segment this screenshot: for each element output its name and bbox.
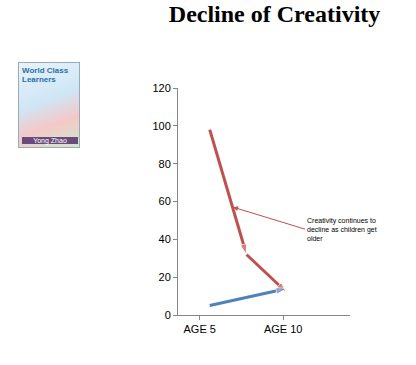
svg-text:80: 80 (159, 158, 171, 170)
svg-text:40: 40 (159, 233, 171, 245)
svg-text:Decline of Creativity: Decline of Creativity (169, 1, 381, 27)
svg-text:AGE 5: AGE 5 (184, 323, 216, 335)
svg-text:0: 0 (165, 309, 171, 321)
svg-text:60: 60 (159, 195, 171, 207)
svg-text:Creativity continues todecline: Creativity continues todecline as childr… (307, 217, 377, 242)
svg-text:20: 20 (159, 271, 171, 283)
svg-text:AGE 10: AGE 10 (264, 323, 303, 335)
html-text:Yong Zhao: Yong Zhao (33, 137, 67, 144)
html-text:World Class Learners: World Class Learners (22, 66, 69, 84)
svg-text:100: 100 (152, 120, 170, 132)
svg-text:120: 120 (152, 82, 170, 94)
